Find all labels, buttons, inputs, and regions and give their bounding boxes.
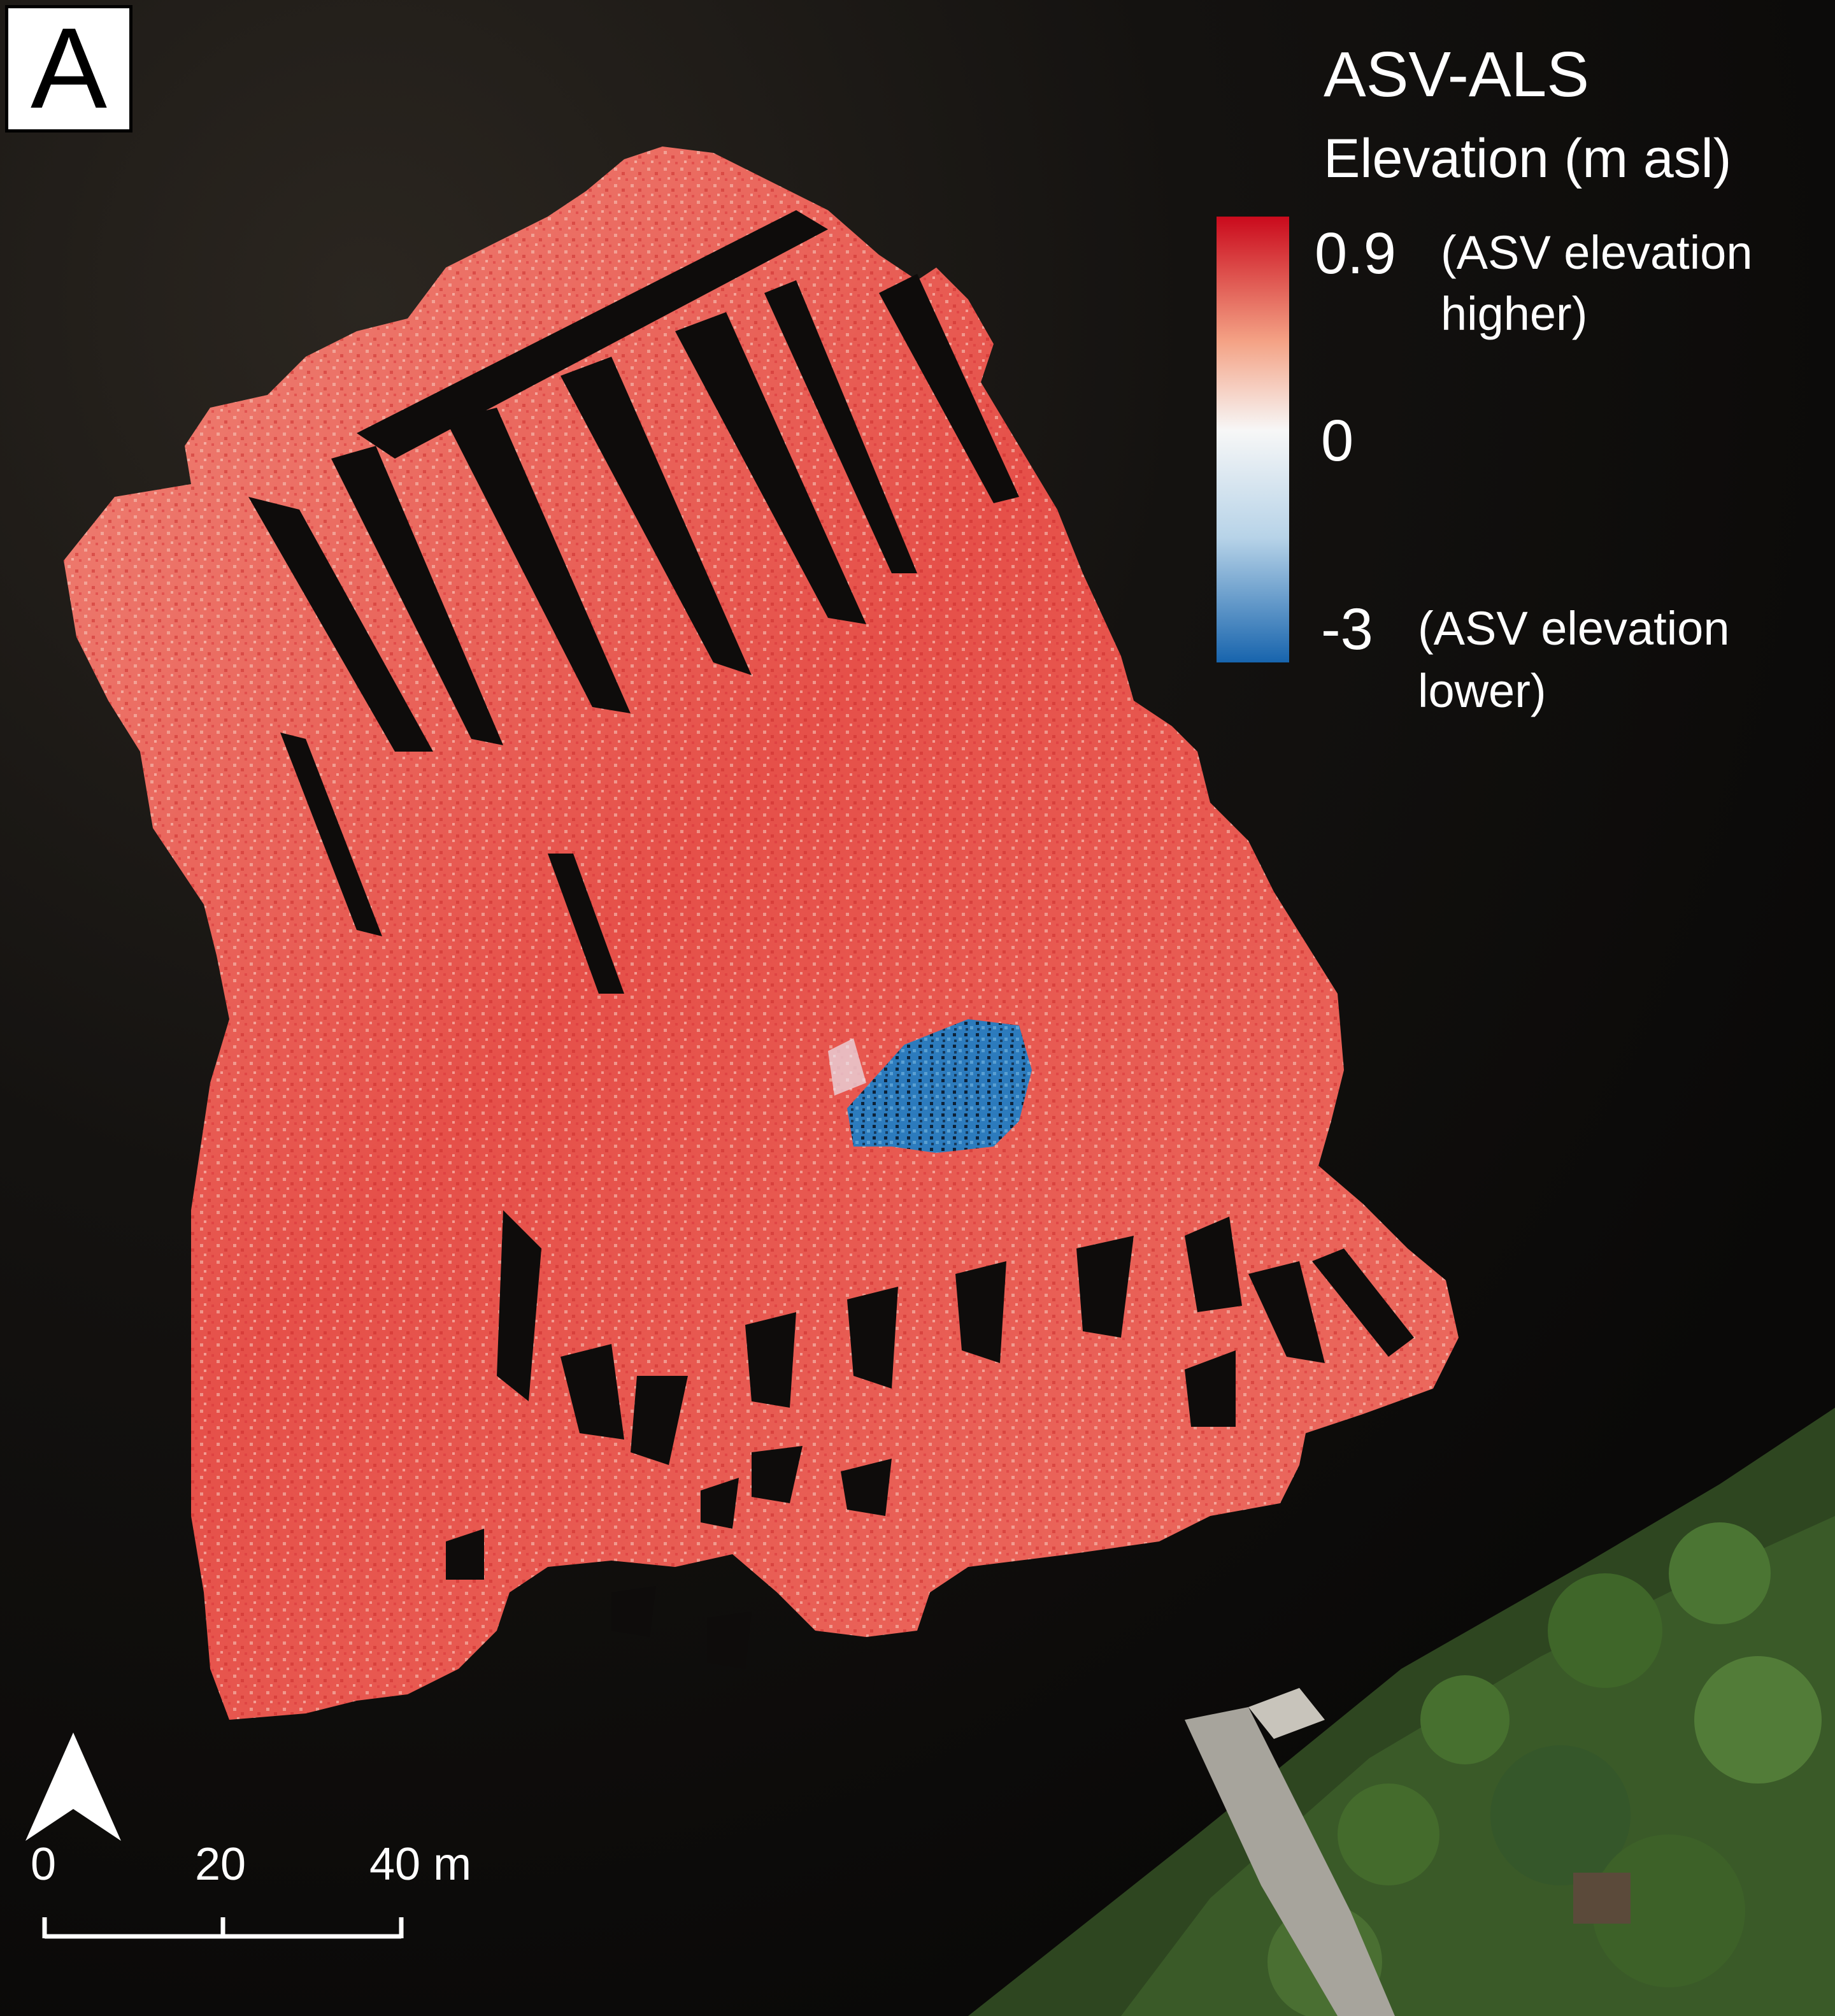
scale-bar [42,1917,404,1939]
legend-min-note-line2: lower) [1418,664,1546,717]
shoreline-vegetation [968,1408,1835,2016]
legend-max-note-line1: (ASV elevation [1441,226,1753,279]
scale-label-0: 0 [31,1839,57,1890]
elevation-difference-raster [64,147,1459,1720]
legend-max-note-line2: higher) [1441,287,1588,340]
north-arrow-icon [25,1733,121,1841]
legend-colorbar [1217,217,1289,662]
scale-label-40: 40 m [369,1839,472,1890]
legend-min-note-line1: (ASV elevation [1418,602,1730,655]
negative-difference-patch [847,1019,1032,1153]
legend-max-value: 0.9 [1315,221,1396,286]
legend-mid-value: 0 [1321,408,1354,473]
legend-min-value: -3 [1321,597,1373,662]
scale-label-20: 20 [195,1839,246,1890]
boat-ramp [1185,1707,1395,2016]
legend-title: ASV-ALS [1324,39,1589,110]
legend-subtitle: Elevation (m asl) [1324,128,1732,189]
panel-label: A [5,5,132,132]
